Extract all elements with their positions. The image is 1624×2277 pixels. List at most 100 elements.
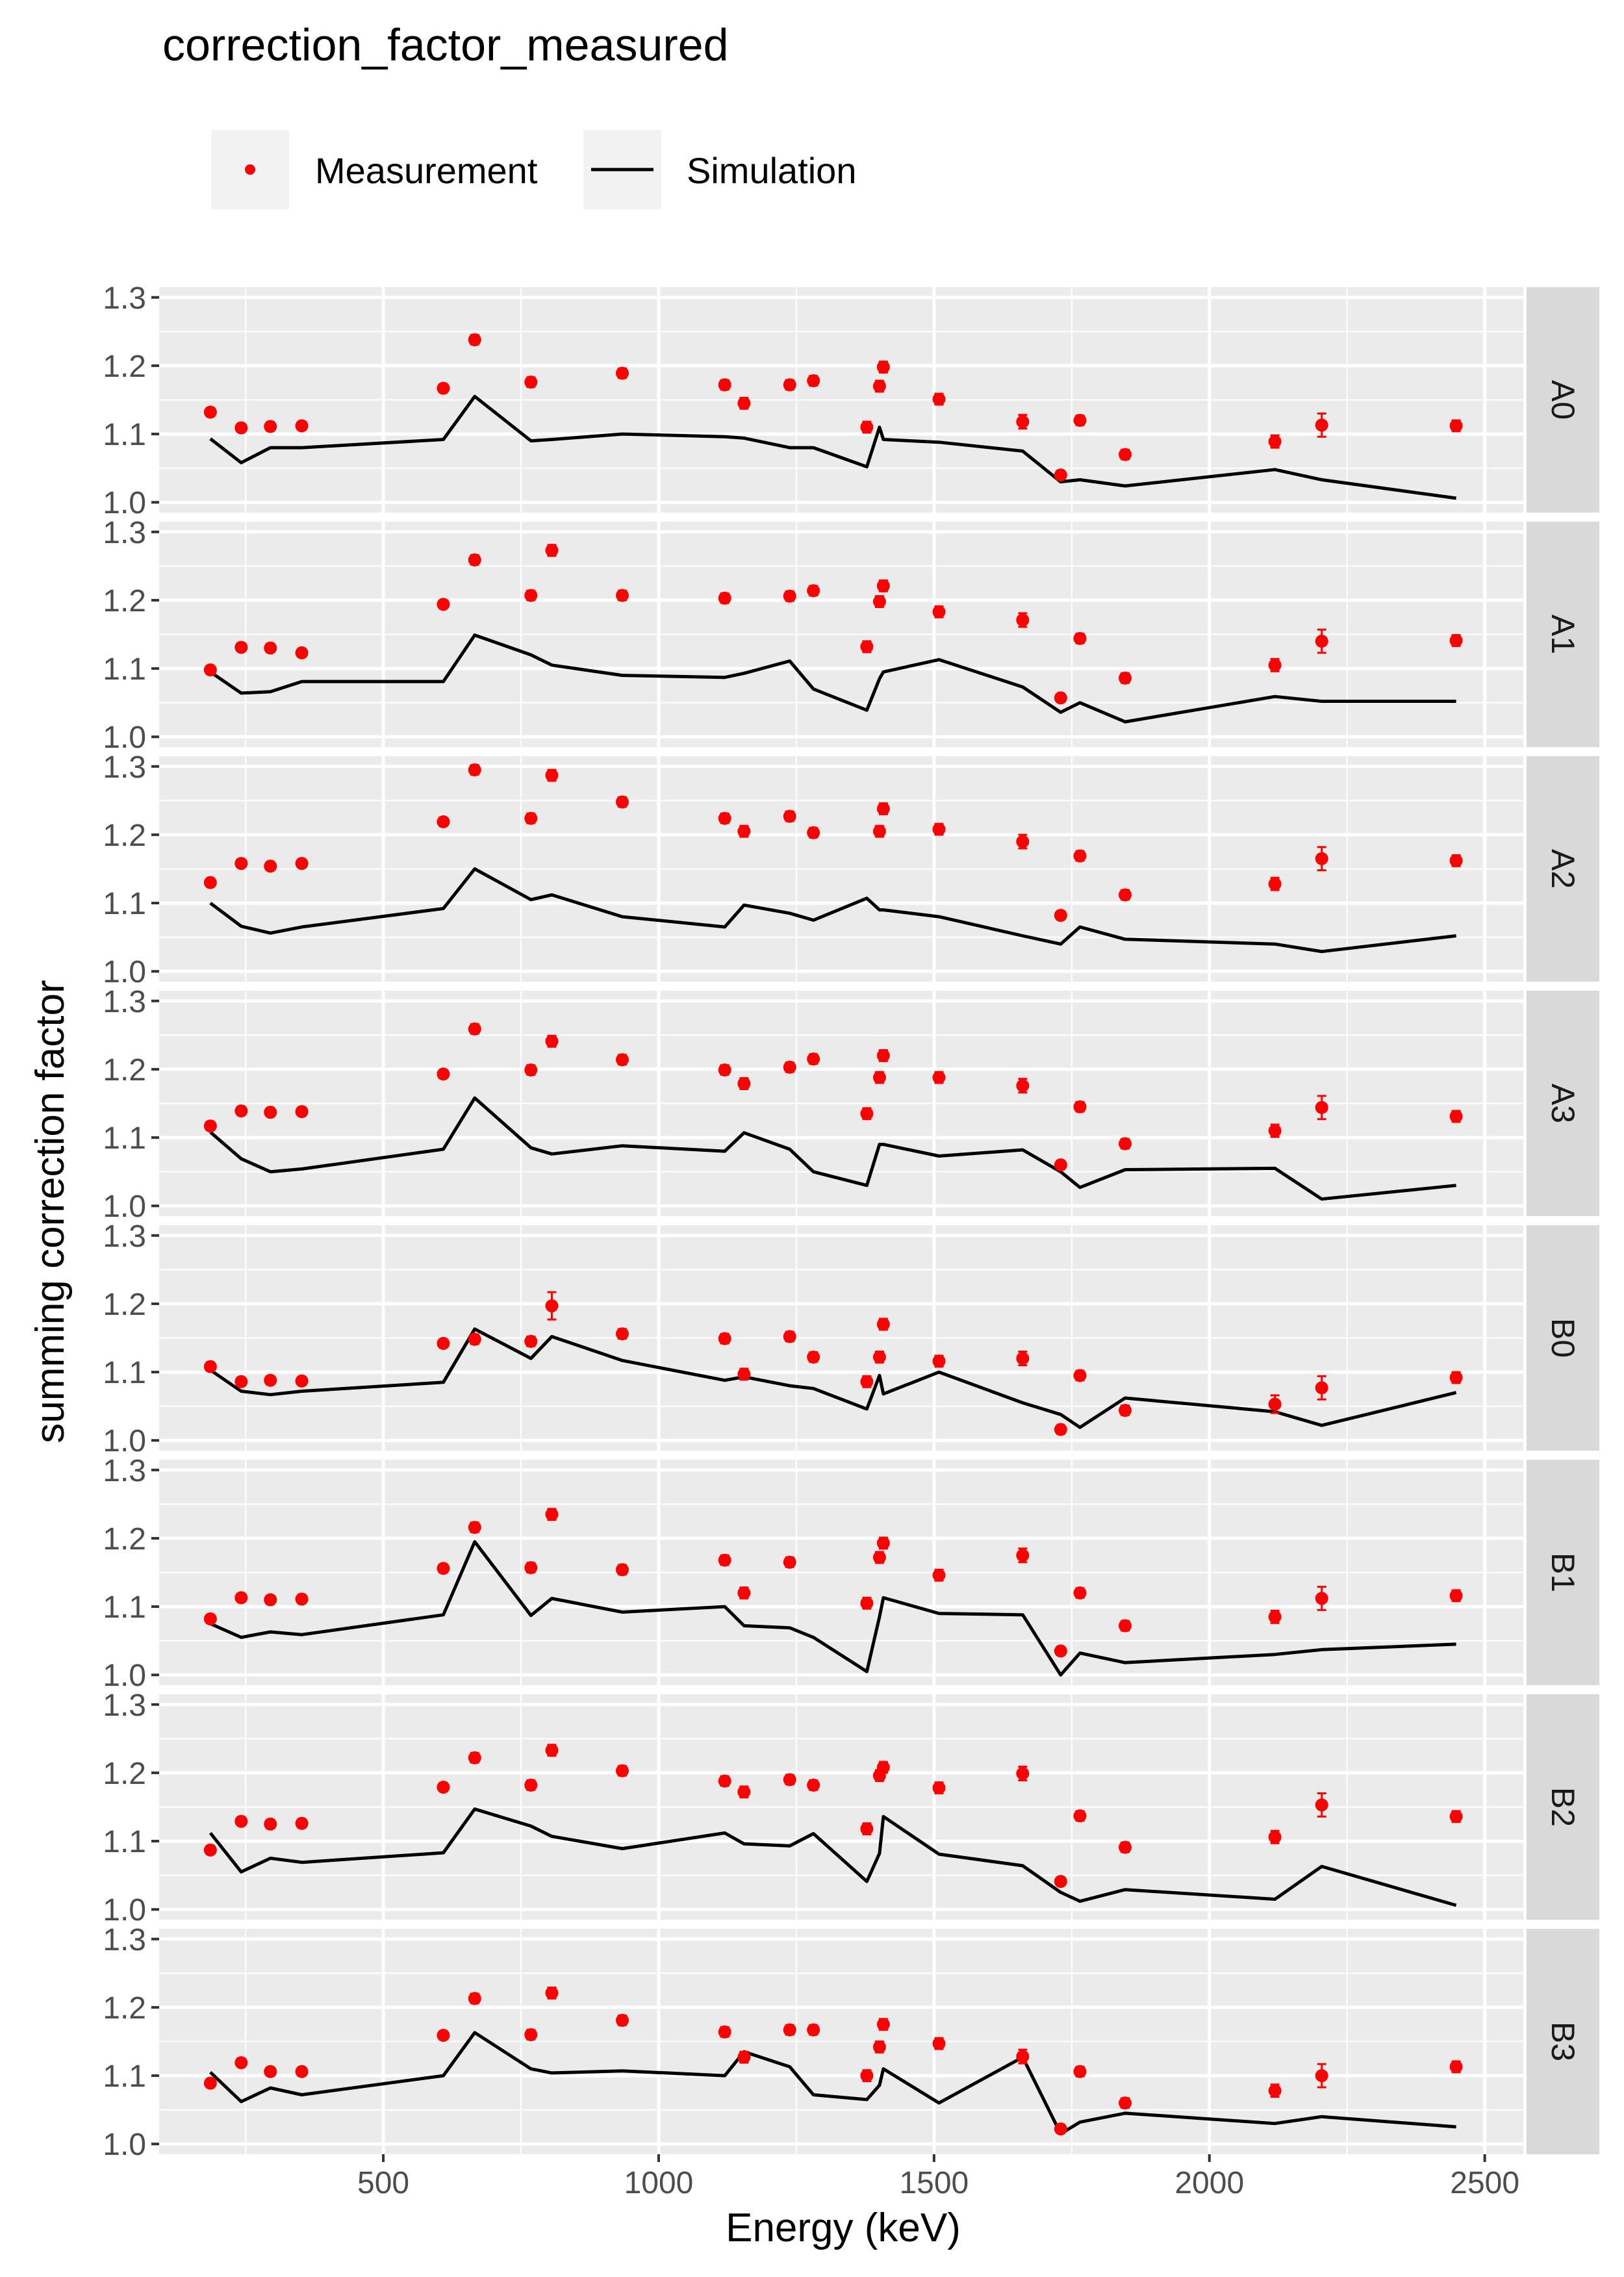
measurement-point — [1054, 691, 1067, 705]
measurement-point — [737, 1367, 751, 1381]
measurement-point — [783, 1555, 796, 1569]
measurement-point — [783, 809, 796, 823]
x-tick-label: 500 — [357, 2166, 409, 2200]
measurement-point — [783, 1330, 796, 1343]
measurement-point — [264, 1593, 277, 1607]
measurement-point — [718, 1332, 731, 1345]
chart-title: correction_factor_measured — [162, 19, 729, 70]
measurement-point — [860, 1822, 874, 1836]
measurement-point — [872, 595, 886, 609]
simulation-line — [209, 394, 1456, 500]
measurement-point — [615, 1053, 629, 1067]
measurement-point — [860, 1596, 874, 1610]
measurement-point — [1449, 1371, 1463, 1384]
measurement-point — [524, 1063, 538, 1076]
y-tick-label: 1.2 — [103, 1757, 146, 1791]
facet-panel-A0: A0 1.0 1.1 1.2 1.3 — [103, 281, 1599, 520]
measurement-point — [718, 591, 731, 605]
measurement-point — [783, 589, 796, 603]
measurement-point — [932, 2037, 946, 2050]
facet-strip — [1527, 1460, 1599, 1685]
measurement-point — [437, 815, 450, 828]
facet-strip-label: A3 — [1545, 1084, 1581, 1123]
facet-panel-B1: B1 1.0 1.1 1.2 1.3 — [103, 1454, 1599, 1693]
measurement-point — [437, 1336, 450, 1350]
measurement-point — [468, 333, 481, 346]
y-tick-label: 1.0 — [103, 955, 146, 989]
measurement-point — [203, 2076, 217, 2090]
measurement-point — [1449, 633, 1463, 647]
simulation-line — [209, 1327, 1457, 1429]
measurement-point — [235, 1591, 248, 1605]
measurement-point — [545, 1034, 559, 1048]
measurement-point — [860, 2069, 874, 2083]
measurement-point — [783, 378, 796, 392]
y-tick-label: 1.0 — [103, 1659, 146, 1693]
measurement-point — [468, 1332, 481, 1346]
x-tick-label: 2500 — [1450, 2166, 1519, 2200]
measurement-point — [615, 1327, 629, 1341]
measurement-point — [203, 876, 217, 889]
measurement-point — [1073, 1809, 1087, 1823]
measurement-point — [1268, 658, 1282, 672]
measurement-point — [872, 2040, 886, 2054]
measurement-point — [437, 598, 450, 611]
measurement-point — [1054, 1875, 1067, 1889]
measurement-point — [1054, 1423, 1067, 1436]
x-tick-label: 2000 — [1174, 2166, 1244, 2200]
measurement-point — [1119, 888, 1132, 902]
measurement-point — [1119, 2096, 1132, 2110]
measurement-point — [807, 1052, 820, 1066]
measurement-point — [524, 1778, 538, 1792]
y-tick-label: 1.2 — [103, 350, 146, 384]
measurement-point — [1315, 2069, 1328, 2083]
measurement-point — [1449, 1110, 1463, 1123]
x-tick-label: 1000 — [624, 2166, 694, 2200]
measurement-point — [203, 1119, 217, 1133]
measurement-point — [437, 1781, 450, 1794]
measurement-point — [783, 2023, 796, 2037]
measurement-point — [1449, 1810, 1463, 1824]
measurement-point — [783, 1773, 796, 1787]
measurement-point — [718, 378, 731, 392]
y-tick-label: 1.2 — [103, 819, 146, 853]
legend-label-1: Simulation — [687, 150, 856, 191]
x-tick-label: 1500 — [899, 2166, 969, 2200]
measurement-point — [1119, 1403, 1132, 1417]
measurement-point — [295, 1592, 309, 1606]
measurement-point — [737, 824, 751, 838]
measurement-point — [468, 1992, 481, 2005]
y-tick-label: 1.0 — [103, 1189, 146, 1224]
y-tick-label: 1.0 — [103, 2128, 146, 2162]
simulation-line — [209, 1540, 1456, 1677]
y-tick-label: 1.2 — [103, 584, 146, 618]
measurement-point — [1073, 1369, 1087, 1382]
measurement-point — [1449, 419, 1463, 433]
y-axis-title: summing correction factor — [28, 980, 73, 1443]
measurement-point — [295, 1105, 309, 1119]
measurement-point — [932, 1355, 946, 1368]
measurement-point — [545, 769, 559, 782]
measurement-point — [468, 1022, 481, 1036]
measurement-point — [1119, 671, 1132, 685]
measurement-point — [932, 605, 946, 618]
measurement-point — [1016, 1766, 1030, 1780]
measurement-point — [235, 2056, 248, 2070]
measurement-point — [876, 1761, 890, 1774]
y-tick-label: 1.2 — [103, 1288, 146, 1322]
measurement-point — [1268, 877, 1282, 891]
measurement-point — [235, 857, 248, 871]
measurement-point — [1268, 1397, 1282, 1411]
measurement-point — [1016, 1352, 1030, 1366]
measurement-point — [872, 1071, 886, 1084]
measurement-point — [876, 1536, 890, 1550]
y-tick-label: 1.1 — [103, 1121, 146, 1156]
measurement-point — [235, 1104, 248, 1118]
measurement-point — [437, 1562, 450, 1575]
measurement-point — [1268, 1830, 1282, 1844]
legend: Measurement Simulation — [211, 130, 856, 209]
simulation-line — [209, 867, 1456, 954]
x-axis: 500 1000 1500 2000 2500 — [357, 2154, 1519, 2200]
measurement-point — [468, 1751, 481, 1764]
measurement-point — [932, 1568, 946, 1582]
